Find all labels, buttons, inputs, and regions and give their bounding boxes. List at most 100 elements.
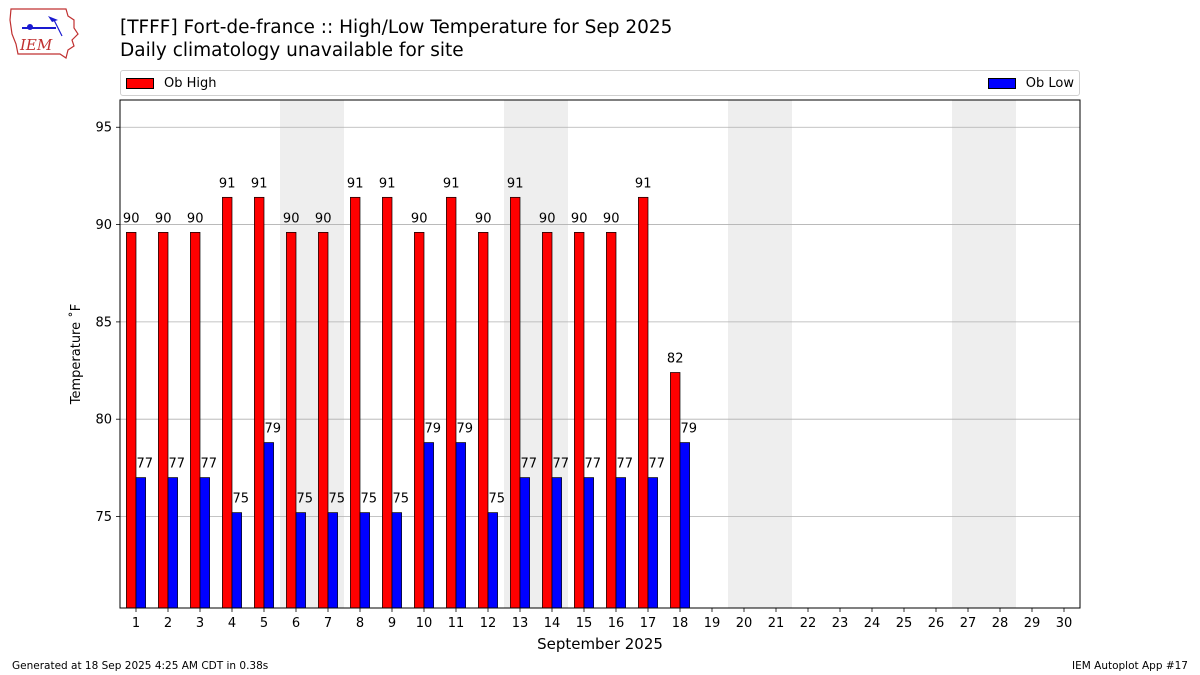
x-tick-label: 17 [640,616,657,631]
low-bar [615,477,626,609]
x-tick-label: 16 [608,616,625,631]
x-tick-label: 23 [832,616,849,631]
weekend-shade [952,100,1016,608]
low-bar-label: 77 [169,457,186,472]
x-tick-label: 7 [324,616,332,631]
x-tick-label: 26 [928,616,945,631]
high-bar-label: 90 [539,211,556,226]
legend-swatch-low [987,77,1016,89]
x-tick-label: 18 [672,616,689,631]
low-bar-label: 77 [617,457,634,472]
low-bar [551,477,562,609]
x-tick-label: 25 [896,616,913,631]
x-tick-label: 28 [992,616,1009,631]
x-tick-label: 27 [960,616,977,631]
x-tick-label: 10 [416,616,433,631]
x-axis-label: September 2025 [537,635,663,653]
low-bar-label: 77 [137,457,154,472]
low-bar [327,512,338,609]
low-bar-label: 77 [201,457,218,472]
high-bar [638,196,649,609]
high-bar [350,196,361,609]
high-bar-label: 91 [219,176,236,191]
high-bar [414,232,425,609]
x-tick-label: 22 [800,616,817,631]
high-bar-label: 91 [379,176,396,191]
low-bar [199,477,210,609]
chart-title: [TFFF] Fort-de-france :: High/Low Temper… [120,17,673,38]
low-bar-label: 79 [425,422,442,437]
low-bar-label: 79 [681,422,698,437]
low-bar [487,512,498,609]
footer-generated: Generated at 18 Sep 2025 4:25 AM CDT in … [12,660,269,672]
legend: Ob High Ob Low [120,70,1080,96]
low-bar [167,477,178,609]
x-tick-label: 8 [356,616,364,631]
svg-text:IEM: IEM [19,36,53,54]
y-tick-label: 90 [95,218,112,233]
low-bar [583,477,594,609]
low-bar-label: 75 [297,492,314,507]
legend-item-low: Ob Low [987,75,1074,91]
low-bar-label: 79 [265,422,282,437]
high-bar [574,232,585,609]
high-bar-label: 91 [347,176,364,191]
high-bar [606,232,617,609]
low-bar-label: 77 [649,457,666,472]
high-bar [542,232,553,609]
y-axis-label: Temperature ˚F [68,304,84,405]
high-bar [254,196,265,609]
x-tick-label: 14 [544,616,561,631]
high-bar-label: 90 [315,211,332,226]
x-tick-label: 6 [292,616,300,631]
high-bar-label: 82 [667,351,684,366]
high-bar-label: 90 [475,211,492,226]
low-bar-label: 77 [585,457,602,472]
x-tick-label: 19 [704,616,721,631]
iem-logo: IEM [9,8,79,59]
chart-subtitle: Daily climatology unavailable for site [120,40,464,61]
low-bar-label: 79 [457,422,474,437]
legend-label-low: Ob Low [1025,75,1074,91]
low-bar [231,512,242,609]
x-tick-label: 30 [1056,616,1073,631]
low-bar-label: 75 [233,492,250,507]
x-tick-label: 15 [576,616,593,631]
low-bar [679,442,690,609]
x-tick-label: 9 [388,616,396,631]
high-bar-label: 90 [571,211,588,226]
low-bar-label: 75 [361,492,378,507]
plot-frame [119,99,1081,609]
x-tick-label: 4 [228,616,236,631]
x-tick-label: 1 [132,616,140,631]
low-bar [391,512,402,609]
high-bar-label: 90 [411,211,428,226]
high-bar-label: 91 [251,176,268,191]
x-tick-label: 11 [448,616,465,631]
high-bar-label: 91 [507,176,524,191]
low-bar [423,442,434,609]
high-bar [222,196,233,609]
x-tick-label: 20 [736,616,753,631]
legend-label-high: Ob High [164,75,217,91]
low-bar [135,477,146,609]
high-bar [446,196,457,609]
low-bar-label: 75 [393,492,410,507]
high-bar-label: 91 [443,176,460,191]
high-bar-label: 90 [155,211,172,226]
legend-item-high: Ob High [126,75,217,91]
high-bar-label: 90 [283,211,300,226]
low-bar [295,512,306,609]
y-tick-label: 95 [95,121,112,136]
x-tick-label: 2 [164,616,172,631]
x-tick-label: 5 [260,616,268,631]
x-tick-label: 29 [1024,616,1041,631]
high-bar [670,372,681,609]
x-tick-label: 13 [512,616,529,631]
high-bar [190,232,201,609]
low-bar [455,442,466,609]
low-bar [359,512,370,609]
low-bar-label: 77 [521,457,538,472]
low-bar-label: 75 [489,492,506,507]
high-bar-label: 90 [603,211,620,226]
